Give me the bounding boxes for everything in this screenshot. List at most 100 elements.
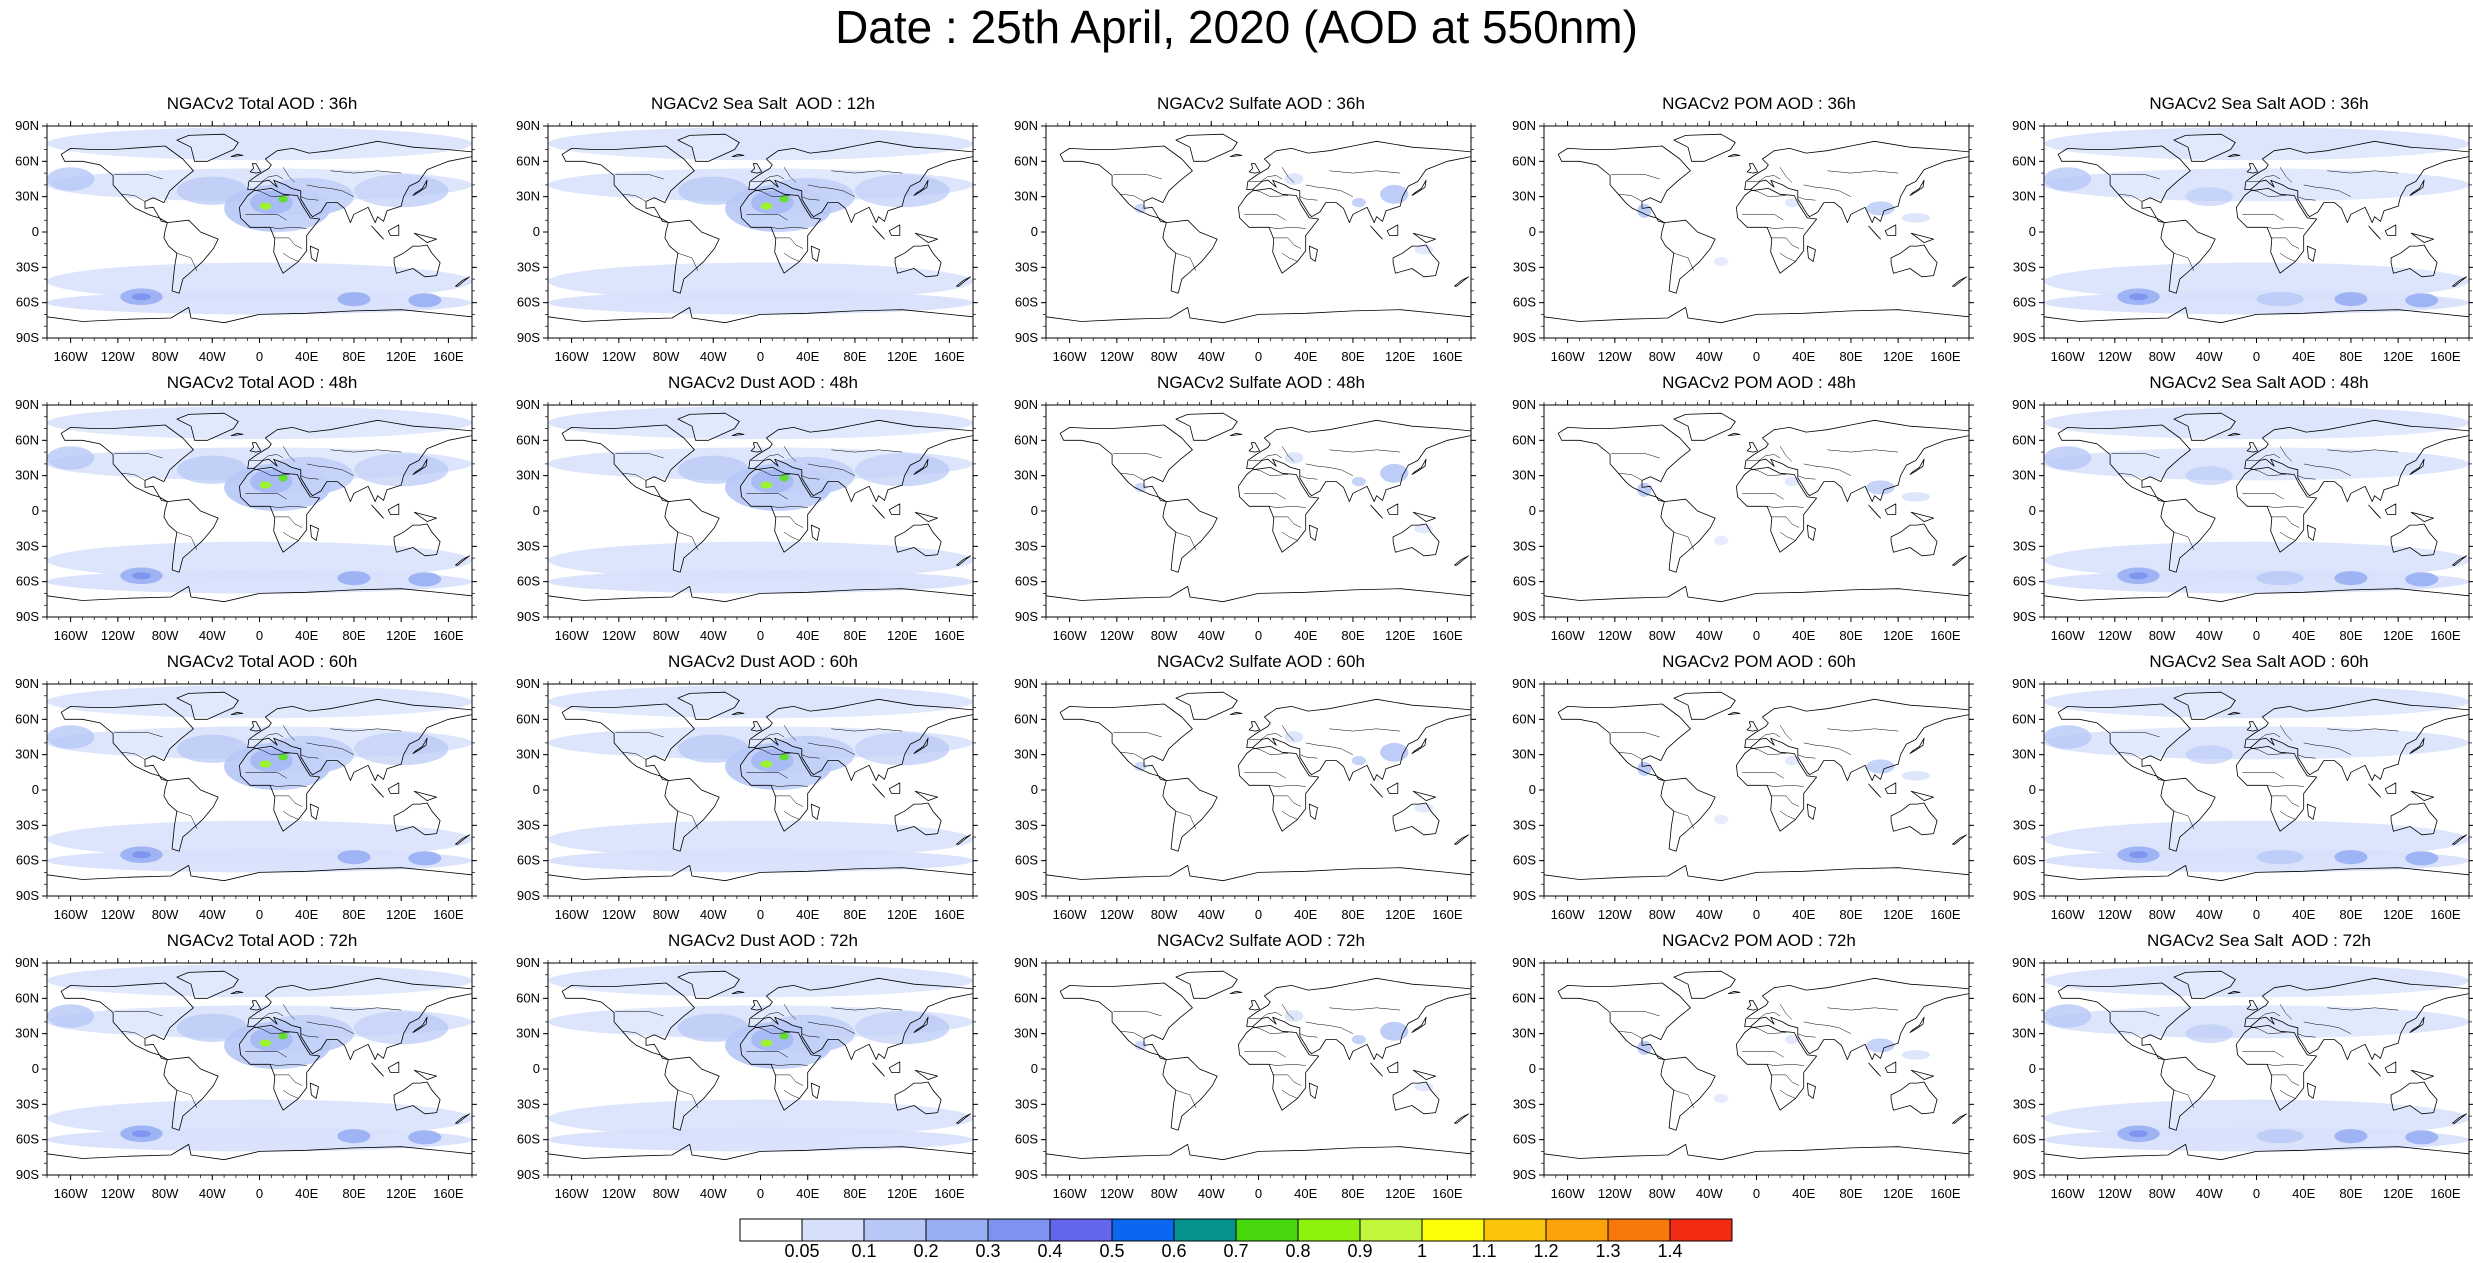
aod-plume [760,760,773,768]
aod-plume [337,1129,371,1144]
coastline [1910,790,1935,801]
coastline [914,790,939,801]
lat-tick-label: 60N [1512,153,1536,168]
country-border [2327,1007,2399,1011]
coastline [731,711,745,715]
lat-tick-label: 60S [1513,295,1536,310]
coastline [247,140,472,223]
coastline [249,442,262,453]
country-border [1779,446,1793,462]
lat-tick-label: 90S [2013,1167,2036,1182]
country-border [801,754,820,759]
coastline [1392,523,1440,557]
lat-tick-label: 60S [2013,574,2036,589]
country-border [754,189,791,197]
world-map: 90N 60N 30N 0 30S 60S 90S 160W 120W 80W 40W 0 40E 80E… [513,675,1013,929]
world-map: 90N 60N 30N 0 30S 60S 90S 160W 120W 80W 40W 0 40E 80E… [2009,954,2473,1208]
coastline [2173,970,2236,999]
lat-tick-label: 30S [2013,538,2036,553]
coastline [1046,864,1471,896]
lat-tick-label: 60N [516,711,540,726]
lon-tick-label: 160E [433,907,464,922]
colorbar-label: 0.5 [1099,1241,1124,1258]
lat-tick-label: 30N [516,189,540,204]
world-map-svg: 90N 60N 30N 0 30S 60S 90S 160W 120W 80W 40W 0 40E 80E… [2012,676,2473,922]
aod-band [548,262,973,301]
lon-tick-label: 160E [1930,628,1961,643]
aod-plume [2129,1130,2148,1138]
country-border [1281,531,1298,541]
country-border [746,772,788,779]
country-border [121,473,146,481]
lon-tick-label: 0 [1753,907,1760,922]
aod-plume [408,293,442,308]
coastline [1868,225,1881,240]
lon-tick-label: 80W [152,1186,179,1201]
lat-tick-label: 90N [516,676,540,691]
coastline [739,467,822,553]
world-map: 90N 60N 30N 0 30S 60S 90S 160W 120W 80W 40W 0 40E 80E… [12,396,512,650]
coastline [888,782,901,794]
coastline [47,864,472,896]
coastline [2368,504,2381,519]
aod-plume [854,453,950,487]
country-border [2118,194,2143,202]
lat-tick-label: 90N [2012,118,2036,133]
country-border [751,175,785,182]
country-border [1827,1007,1899,1011]
country-border [2270,237,2300,249]
coastline [1660,498,1716,573]
country-border [1747,733,1781,740]
coastline [561,982,695,1060]
panel-title: NGACv2 Dust AOD : 48h [668,373,858,392]
coastline [455,276,471,287]
lat-tick-label: 60S [517,295,540,310]
country-border [1249,1012,1283,1019]
aod-plume [132,851,151,859]
aod-plume [353,174,449,208]
coastline [731,990,745,994]
lon-tick-label: 120W [602,628,637,643]
coastline [677,691,740,720]
lon-tick-label: 120W [101,907,136,922]
country-border [807,1021,856,1034]
world-map: 90N 60N 30N 0 30S 60S 90S 160W 120W 80W 40W 0 40E 80E… [513,954,1013,1208]
country-border [1329,1007,1401,1011]
lon-tick-label: 80W [152,349,179,364]
lat-tick-label: 60S [2013,853,2036,868]
coastline [412,458,428,475]
lat-tick-label: 90S [1015,330,1038,345]
lon-tick-label: 80E [2339,1186,2362,1201]
coastline [2410,1069,2435,1080]
country-border [771,506,808,508]
lat-tick-label: 60N [516,990,540,1005]
coastline [748,698,973,781]
coastline [2390,523,2438,557]
coastline [176,691,239,720]
aod-plume [408,572,442,587]
map-panel: NGACv2 Sulfate AOD : 48h 90N 60N 30N 0 30S 60S… [1011,374,1511,650]
country-border [1611,732,1660,738]
country-border [250,733,284,740]
lon-tick-label: 160E [934,349,965,364]
country-border [176,810,198,830]
lon-tick-label: 160E [1930,349,1961,364]
coastline [750,163,763,174]
lat-tick-label: 90N [1014,118,1038,133]
aod-plume [2044,1004,2092,1028]
country-border [2111,453,2160,459]
coastline [731,432,745,436]
country-border [1272,795,1302,807]
lon-tick-label: 160W [54,628,89,643]
aod-band [2044,685,2469,719]
country-border [273,237,303,249]
panel-title: NGACv2 Sea Salt AOD : 48h [2149,373,2369,392]
country-border [2242,493,2284,500]
lon-tick-label: 120E [1385,349,1416,364]
coastline [1557,145,1691,223]
lon-tick-label: 160E [2430,349,2461,364]
coastline [412,179,428,196]
coastline [1386,503,1399,515]
lon-tick-label: 40E [1792,628,1815,643]
country-border [622,1031,647,1039]
